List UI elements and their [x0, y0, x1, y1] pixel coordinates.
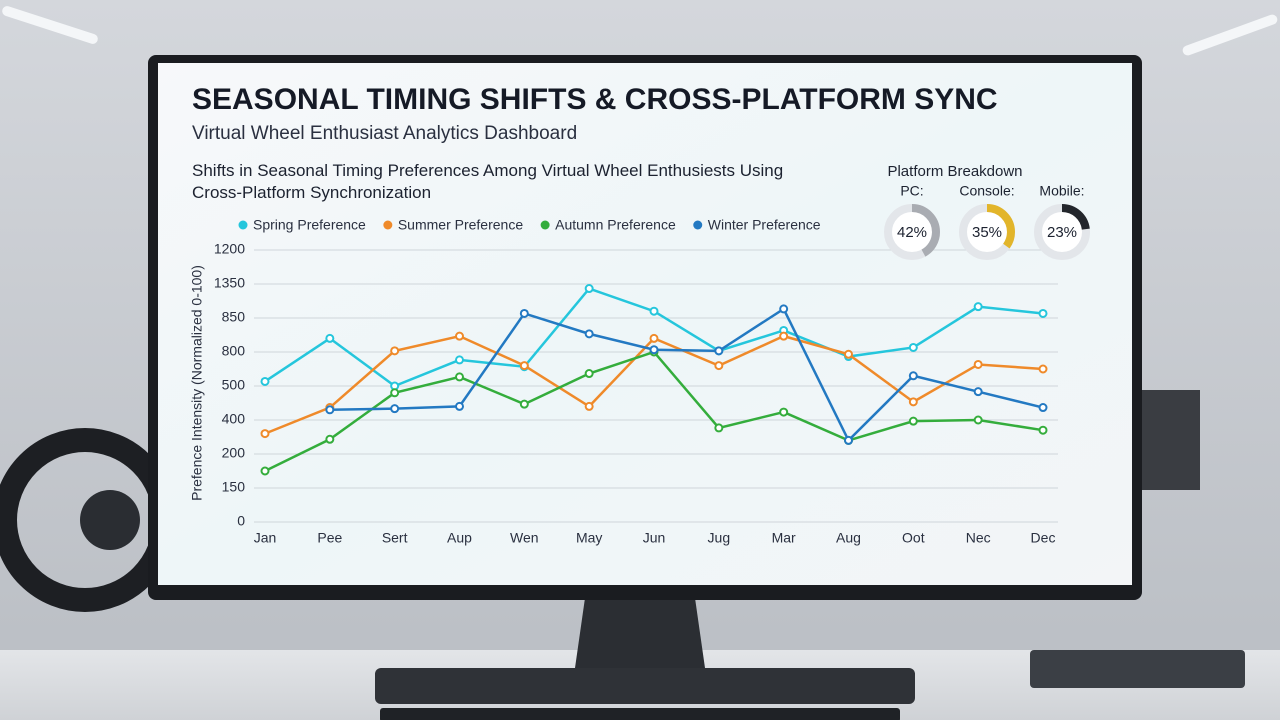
keyboard: [380, 708, 900, 720]
data-point: [973, 387, 983, 397]
data-point: [908, 371, 918, 381]
data-point: [779, 331, 789, 341]
legend-marker: [238, 220, 248, 230]
donut-label: PC:: [900, 183, 923, 199]
legend-marker: [693, 220, 703, 230]
x-tick-label: Pee: [317, 530, 342, 546]
series-line: [329, 307, 1044, 443]
legend-label: Spring Preference: [253, 217, 366, 233]
data-point: [714, 423, 724, 433]
data-point: [455, 331, 464, 341]
data-point: [1038, 425, 1048, 435]
data-point: [519, 361, 529, 371]
data-point: [390, 346, 400, 356]
x-tick-label: Jan: [254, 530, 277, 546]
data-point: [779, 407, 789, 417]
donut-value: 35%: [972, 224, 1002, 241]
x-tick-label: Aug: [836, 530, 861, 546]
y-tick-label: 150: [222, 479, 246, 495]
x-tick-label: Nec: [966, 530, 991, 546]
data-point: [714, 346, 724, 356]
data-point: [649, 306, 659, 316]
x-tick-label: Dec: [1031, 530, 1056, 546]
data-point: [519, 399, 529, 409]
x-tick-label: Oot: [902, 530, 925, 546]
notebook: [1030, 650, 1245, 688]
x-tick-label: Jug: [708, 530, 731, 546]
data-point: [260, 466, 270, 476]
data-point: [455, 401, 464, 411]
y-tick-label: 400: [222, 411, 246, 427]
dashboard-title: SEASONAL TIMING SHIFTS & CROSS-PLATFORM …: [192, 83, 998, 116]
donut-value: 23%: [1047, 224, 1077, 241]
y-tick-label: 200: [222, 445, 246, 461]
x-tick-label: Mar: [772, 530, 796, 546]
donut-label: Console:: [959, 183, 1014, 199]
chart-title: Shifts in Seasonal Timing Preferences Am…: [192, 161, 784, 202]
background-monitor: [1140, 390, 1200, 490]
data-point: [1038, 364, 1048, 374]
data-point: [260, 376, 270, 386]
legend-label: Autumn Preference: [555, 217, 676, 233]
donut-title: Platform Breakdown: [887, 163, 1022, 180]
donut-arc: [959, 204, 1015, 260]
donut-arc: [884, 204, 940, 260]
data-point: [519, 308, 529, 318]
data-point: [584, 329, 594, 339]
legend-marker: [383, 220, 393, 230]
y-tick-label: 500: [222, 377, 246, 393]
data-point: [260, 429, 270, 439]
data-point: [649, 333, 659, 343]
y-tick-label: 800: [222, 343, 246, 359]
dashboard-subtitle: Virtual Wheel Enthusiast Analytics Dashb…: [192, 123, 577, 144]
data-point: [1038, 308, 1048, 318]
y-tick-label: 0: [237, 513, 245, 529]
data-point: [584, 369, 594, 379]
x-tick-label: Wen: [510, 530, 539, 546]
y-tick-label: 850: [222, 309, 246, 325]
y-tick-label: 1350: [214, 275, 245, 291]
data-point: [325, 405, 335, 415]
data-point: [779, 304, 789, 314]
legend-marker: [540, 220, 550, 230]
ceiling-light: [2, 6, 98, 44]
data-point: [584, 401, 594, 411]
data-point: [973, 415, 983, 425]
ceiling-light: [1182, 14, 1278, 56]
data-point: [908, 416, 918, 426]
data-point: [1038, 403, 1048, 413]
y-tick-label: 1200: [214, 241, 245, 257]
x-tick-label: Aup: [447, 530, 472, 546]
screen: [158, 63, 1132, 585]
data-point: [325, 434, 335, 444]
data-point: [973, 302, 983, 312]
data-point: [649, 345, 659, 355]
data-point: [390, 388, 400, 398]
legend-label: Summer Preference: [398, 217, 523, 233]
legend-label: Winter Preference: [708, 217, 821, 233]
data-point: [973, 359, 983, 369]
data-point: [325, 333, 335, 343]
data-point: [455, 372, 464, 382]
x-tick-label: Jun: [643, 530, 666, 546]
x-tick-label: May: [576, 530, 602, 546]
data-point: [584, 284, 594, 294]
data-point: [714, 361, 724, 371]
donut-value: 42%: [897, 224, 927, 241]
monitor-base: [375, 668, 915, 704]
donut-label: Mobile:: [1039, 183, 1084, 199]
data-point: [844, 349, 853, 359]
monitor-stand: [575, 598, 705, 668]
data-point: [455, 355, 464, 365]
x-tick-label: Sert: [382, 530, 408, 546]
data-point: [390, 404, 400, 414]
wheel-hub: [80, 490, 140, 550]
data-point: [908, 397, 918, 407]
donut-arc: [1034, 204, 1090, 260]
data-point: [908, 342, 918, 352]
y-axis-label: Prefence Intensity (Normalized 0-100): [189, 265, 205, 501]
data-point: [844, 435, 853, 445]
